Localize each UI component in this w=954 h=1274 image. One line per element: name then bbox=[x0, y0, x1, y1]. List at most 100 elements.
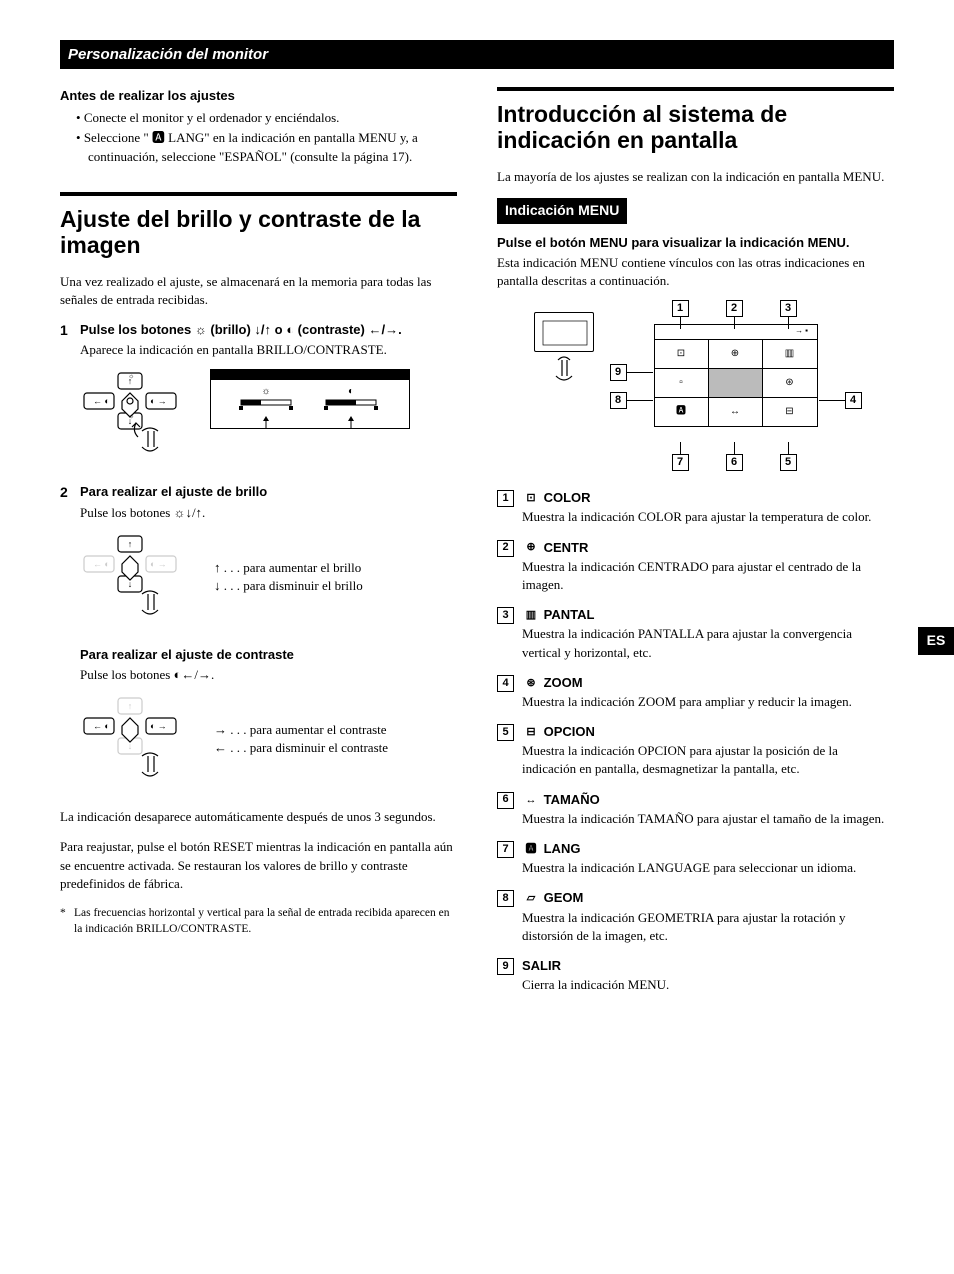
step-2-figure: ↑ ↓ ← ◐ ◐ → ↑ . . . para aumentar el bri… bbox=[80, 532, 457, 622]
page-columns: Antes de realizar los ajustes Conecte el… bbox=[60, 87, 894, 1006]
svg-text:☼: ☼ bbox=[128, 412, 134, 420]
item-body-text: Muestra la indicación PANTALLA para ajus… bbox=[522, 625, 894, 661]
svg-text:◐ →: ◐ → bbox=[150, 559, 167, 569]
footnote-body: Las frecuencias horizontal y vertical pa… bbox=[74, 905, 457, 937]
svg-text:↓: ↓ bbox=[128, 741, 133, 751]
menu-item-list: 1 ⊡ COLORMuestra la indicación COLOR para… bbox=[497, 489, 894, 994]
auto-off-text: La indicación desaparece automáticamente… bbox=[60, 808, 457, 826]
left-column: Antes de realizar los ajustes Conecte el… bbox=[60, 87, 457, 1006]
svg-text:↑: ↑ bbox=[128, 539, 133, 549]
item-title: ↔ TAMAÑO bbox=[522, 791, 894, 809]
item-body-text: Muestra la indicación ZOOM para ampliar … bbox=[522, 693, 894, 711]
menu-cell-tamano: ↔ bbox=[709, 398, 763, 426]
item-title: ⊟ OPCION bbox=[522, 723, 894, 741]
item-title: ▱ GEOM bbox=[522, 889, 894, 907]
item-icon: ⊕ bbox=[522, 540, 540, 555]
dpad-figure-contrast: ↑ ↓ ← ◐ ◐ → bbox=[80, 694, 190, 784]
callout-9: 9 bbox=[610, 364, 627, 381]
item-title: 🅰 LANG bbox=[522, 840, 894, 858]
pre-title: Antes de realizar los ajustes bbox=[60, 87, 457, 105]
svg-text:↑: ↑ bbox=[128, 701, 133, 711]
reset-text: Para reajustar, pulse el botón RESET mie… bbox=[60, 838, 457, 893]
menu-figure: 1 2 3 4 9 8 7 6 5 bbox=[497, 304, 894, 467]
item-num: 4 bbox=[497, 675, 514, 692]
callout-1: 1 bbox=[672, 300, 689, 317]
item-body-text: Muestra la indicación GEOMETRIA para aju… bbox=[522, 909, 894, 945]
item-title: ⊛ ZOOM bbox=[522, 674, 894, 692]
press-title: Pulse el botón MENU para visualizar la i… bbox=[497, 234, 894, 252]
callout-6: 6 bbox=[726, 454, 743, 471]
step-1-number: 1 bbox=[60, 321, 80, 359]
item-title: ▥ PANTAL bbox=[522, 606, 894, 624]
svg-text:↓: ↓ bbox=[128, 579, 133, 589]
right-heading: Introducción al sistema de indicación en… bbox=[497, 101, 894, 154]
right-column: Introducción al sistema de indicación en… bbox=[497, 87, 894, 1006]
divider bbox=[60, 192, 457, 196]
menu-grid: 1 2 3 4 9 8 7 6 5 bbox=[614, 304, 858, 467]
menu-cell-salir: ▫ bbox=[655, 369, 709, 397]
sub-banner: Indicación MENU bbox=[497, 198, 627, 224]
brightness-contrast-screen: ☼ ◐ bbox=[210, 369, 410, 429]
item-icon: ⊛ bbox=[522, 676, 540, 691]
left-heading: Ajuste del brillo y contraste de la imag… bbox=[60, 206, 457, 259]
item-num: 1 bbox=[497, 490, 514, 507]
item-num: 8 bbox=[497, 890, 514, 907]
item-icon: ▱ bbox=[522, 891, 540, 906]
left-intro: Una vez realizado el ajuste, se almacena… bbox=[60, 273, 457, 309]
item-icon: ⊡ bbox=[522, 491, 540, 506]
menu-cell-zoom: ⊛ bbox=[763, 369, 817, 397]
dpad-figure-1: ↑ ↓ ← ◐ ◐ → ☼ ☼ bbox=[80, 369, 190, 459]
item-body-text: Cierra la indicación MENU. bbox=[522, 976, 894, 994]
item-icon: ▥ bbox=[522, 608, 540, 623]
contrast-left-desc: ← . . . para disminuir el contraste bbox=[214, 739, 388, 757]
step-2b-body: Pulse los botones ◐←/→. bbox=[80, 666, 457, 684]
menu-screen-small bbox=[534, 304, 594, 397]
callout-2: 2 bbox=[726, 300, 743, 317]
contrast-right-desc: → . . . para aumentar el contraste bbox=[214, 721, 388, 739]
item-body-text: Muestra la indicación COLOR para ajustar… bbox=[522, 508, 894, 526]
dpad-figure-brightness: ↑ ↓ ← ◐ ◐ → bbox=[80, 532, 190, 622]
step-2: 2 Para realizar el ajuste de brillo Puls… bbox=[60, 483, 457, 521]
divider-right bbox=[497, 87, 894, 91]
item-num: 2 bbox=[497, 540, 514, 557]
language-side-tab: ES bbox=[918, 627, 954, 655]
menu-item-2: 2⊕ CENTRMuestra la indicación CENTRADO p… bbox=[497, 539, 894, 595]
callout-4: 4 bbox=[845, 392, 862, 409]
menu-cell-lang: 🅰 bbox=[655, 398, 709, 426]
menu-cell-highlight bbox=[709, 369, 763, 397]
section-banner: Personalización del monitor bbox=[60, 40, 894, 69]
menu-item-1: 1 ⊡ COLORMuestra la indicación COLOR para… bbox=[497, 489, 894, 526]
menu-cell-color: ⊡ bbox=[655, 340, 709, 368]
item-title: ⊕ CENTR bbox=[522, 539, 894, 557]
item-num: 5 bbox=[497, 724, 514, 741]
item-num: 6 bbox=[497, 792, 514, 809]
svg-text:☼: ☼ bbox=[261, 386, 270, 397]
menu-item-9: 9SALIRCierra la indicación MENU. bbox=[497, 957, 894, 994]
brightness-up-desc: ↑ . . . para aumentar el brillo bbox=[214, 559, 363, 577]
svg-text:← ◐: ← ◐ bbox=[93, 721, 110, 731]
item-num: 3 bbox=[497, 607, 514, 624]
menu-cell-opcion: ⊟ bbox=[763, 398, 817, 426]
item-title: ⊡ COLOR bbox=[522, 489, 894, 507]
svg-text:← ◐: ← ◐ bbox=[93, 559, 110, 569]
pre-bullet-1: Conecte el monitor y el ordenador y enci… bbox=[76, 109, 457, 127]
step-2-number: 2 bbox=[60, 483, 80, 521]
callout-5: 5 bbox=[780, 454, 797, 471]
right-intro: La mayoría de los ajustes se realizan co… bbox=[497, 168, 894, 186]
menu-item-4: 4 ⊛ ZOOMMuestra la indicación ZOOM para a… bbox=[497, 674, 894, 711]
item-num: 9 bbox=[497, 958, 514, 975]
item-body-text: Muestra la indicación LANGUAGE para sele… bbox=[522, 859, 894, 877]
svg-text:◐ →: ◐ → bbox=[150, 396, 167, 406]
menu-item-3: 3 ▥ PANTALMuestra la indicación PANTALLA … bbox=[497, 606, 894, 662]
item-icon: 🅰 bbox=[522, 842, 540, 857]
callout-7: 7 bbox=[672, 454, 689, 471]
pre-bullet-2: Seleccione " 🅰 LANG" en la indicación en… bbox=[76, 129, 457, 165]
item-icon: ⊟ bbox=[522, 725, 540, 740]
svg-text:◐ →: ◐ → bbox=[150, 721, 167, 731]
item-icon: ↔ bbox=[522, 793, 540, 808]
step-2-body: Pulse los botones ☼↓/↑. bbox=[80, 504, 457, 522]
callout-3: 3 bbox=[780, 300, 797, 317]
svg-text:◐: ◐ bbox=[348, 386, 354, 397]
item-body-text: Muestra la indicación OPCION para ajusta… bbox=[522, 742, 894, 778]
step-1-body: Aparece la indicación en pantalla BRILLO… bbox=[80, 341, 457, 359]
